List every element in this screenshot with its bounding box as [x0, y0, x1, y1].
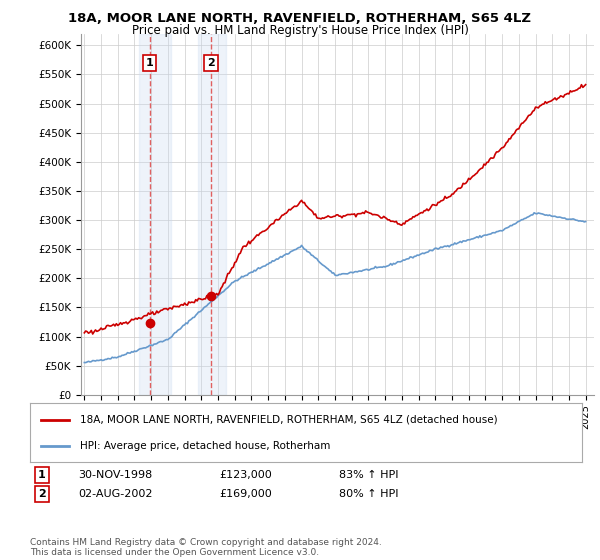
Text: £169,000: £169,000 — [219, 489, 272, 499]
Text: 80% ↑ HPI: 80% ↑ HPI — [339, 489, 398, 499]
Text: 2: 2 — [38, 489, 46, 499]
Text: 83% ↑ HPI: 83% ↑ HPI — [339, 470, 398, 480]
Text: Price paid vs. HM Land Registry's House Price Index (HPI): Price paid vs. HM Land Registry's House … — [131, 24, 469, 36]
Text: HPI: Average price, detached house, Rotherham: HPI: Average price, detached house, Roth… — [80, 441, 330, 451]
Text: 1: 1 — [38, 470, 46, 480]
Bar — [198, 34, 226, 395]
Text: £123,000: £123,000 — [219, 470, 272, 480]
Text: 02-AUG-2002: 02-AUG-2002 — [78, 489, 152, 499]
Text: 18A, MOOR LANE NORTH, RAVENFIELD, ROTHERHAM, S65 4LZ: 18A, MOOR LANE NORTH, RAVENFIELD, ROTHER… — [68, 12, 532, 25]
Bar — [139, 34, 171, 395]
Text: 30-NOV-1998: 30-NOV-1998 — [78, 470, 152, 480]
Text: 1: 1 — [146, 58, 154, 68]
Text: Contains HM Land Registry data © Crown copyright and database right 2024.
This d: Contains HM Land Registry data © Crown c… — [30, 538, 382, 557]
Text: 18A, MOOR LANE NORTH, RAVENFIELD, ROTHERHAM, S65 4LZ (detached house): 18A, MOOR LANE NORTH, RAVENFIELD, ROTHER… — [80, 414, 497, 424]
Text: 2: 2 — [207, 58, 215, 68]
